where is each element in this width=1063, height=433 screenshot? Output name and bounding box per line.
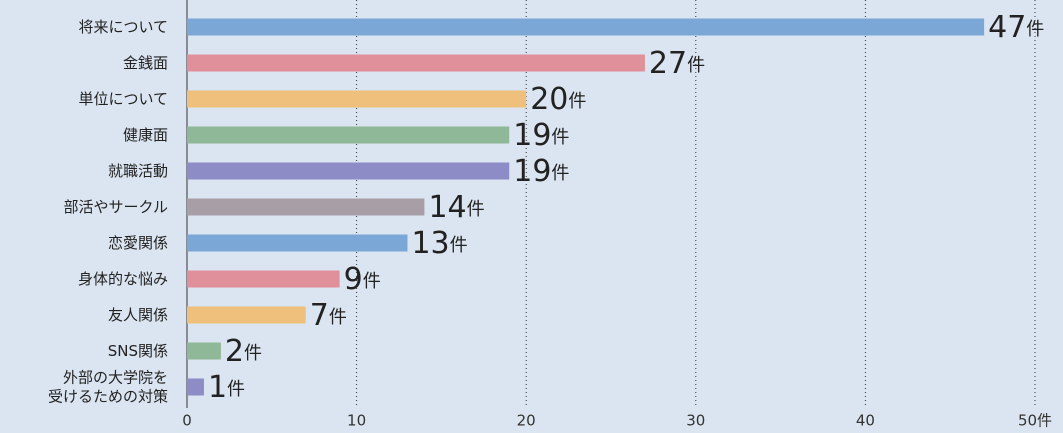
bar: [187, 54, 645, 72]
value-label: 2件: [225, 334, 262, 369]
bar: [187, 306, 306, 324]
value-label: 19件: [513, 118, 569, 153]
category-label: 健康面: [123, 126, 168, 144]
value-label: 9件: [344, 262, 381, 297]
bar: [187, 378, 204, 396]
value-label: 13件: [411, 226, 467, 261]
bar: [187, 18, 985, 36]
category-label: 単位について: [78, 90, 168, 108]
category-label: 金銭面: [123, 54, 168, 72]
category-label: 友人関係: [108, 306, 168, 324]
bar: [187, 198, 425, 216]
value-label: 27件: [649, 46, 705, 81]
category-label: 部活やサークル: [63, 198, 168, 216]
value-label: 20件: [530, 82, 586, 117]
bar: [187, 90, 527, 108]
value-label: 19件: [513, 154, 569, 189]
value-label: 14件: [428, 190, 484, 225]
bar: [187, 126, 510, 144]
category-label: 恋愛関係: [108, 234, 168, 252]
category-label: 将来について: [78, 18, 168, 36]
bar: [187, 162, 510, 180]
value-label: 47件: [988, 10, 1044, 45]
category-label: 就職活動: [108, 162, 168, 180]
value-label: 7件: [310, 298, 347, 333]
x-tick-label: 10: [347, 412, 366, 430]
category-label: 身体的な悩み: [78, 270, 168, 288]
x-tick-label: 40: [856, 412, 875, 430]
bar: [187, 234, 408, 252]
category-label: 外部の大学院を 受けるための対策: [43, 368, 168, 405]
x-tick-label: 20: [517, 412, 536, 430]
bar: [187, 270, 340, 288]
value-label: 1件: [208, 370, 245, 405]
bar: [187, 342, 221, 360]
x-tick-label: 50件: [1018, 412, 1052, 430]
x-tick-label: 30: [686, 412, 705, 430]
category-label: SNS関係: [108, 342, 168, 360]
x-tick-label: 0: [182, 412, 192, 430]
